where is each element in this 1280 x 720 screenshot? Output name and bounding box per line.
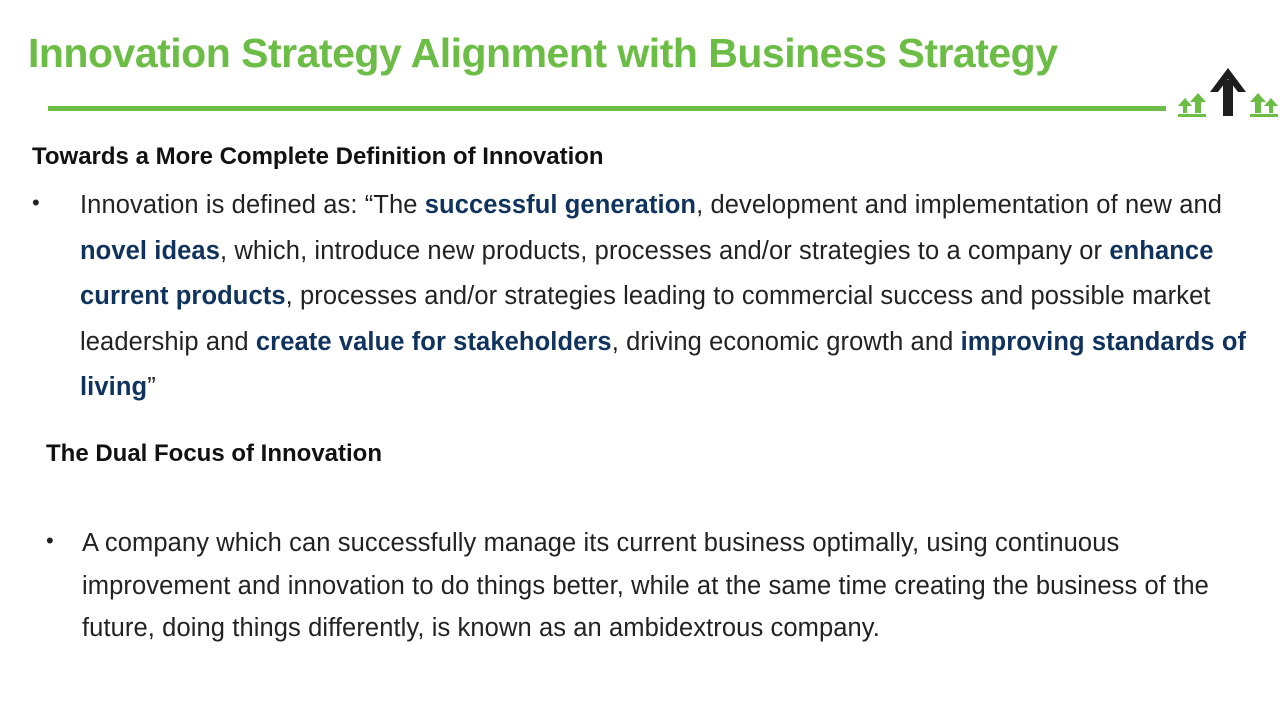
slide-title: Innovation Strategy Alignment with Busin… bbox=[28, 30, 1058, 76]
highlight-phrase: novel ideas bbox=[80, 236, 220, 265]
title-underline bbox=[48, 106, 1166, 111]
definition-paragraph: Innovation is defined as: “The successfu… bbox=[80, 183, 1275, 411]
bullet-marker: • bbox=[46, 528, 54, 553]
highlight-phrase: create value for stakeholders bbox=[255, 327, 612, 356]
arrows-up-logo-icon bbox=[1178, 68, 1278, 117]
ambidextrous-paragraph: A company which can successfully manage … bbox=[82, 529, 1209, 642]
section-heading-definition: Towards a More Complete Definition of In… bbox=[32, 143, 604, 170]
highlight-phrase: enhance current products bbox=[80, 236, 1214, 311]
text-segment: ” bbox=[147, 373, 156, 401]
section-heading-dual-focus: The Dual Focus of Innovation bbox=[46, 440, 382, 467]
highlight-phrase: improving standards of living bbox=[80, 327, 1247, 402]
text-segment: , driving economic growth and bbox=[611, 327, 961, 356]
bullet-marker: • bbox=[32, 190, 40, 215]
text-segment: Innovation is defined as: “The bbox=[80, 191, 425, 219]
text-segment: , processes and/or strategies leading to… bbox=[80, 282, 1211, 356]
highlight-phrase: successful generation bbox=[424, 191, 697, 219]
text-segment: , development and implementation of new … bbox=[696, 191, 1223, 219]
text-segment: , which, introduce new products, process… bbox=[220, 236, 1110, 265]
